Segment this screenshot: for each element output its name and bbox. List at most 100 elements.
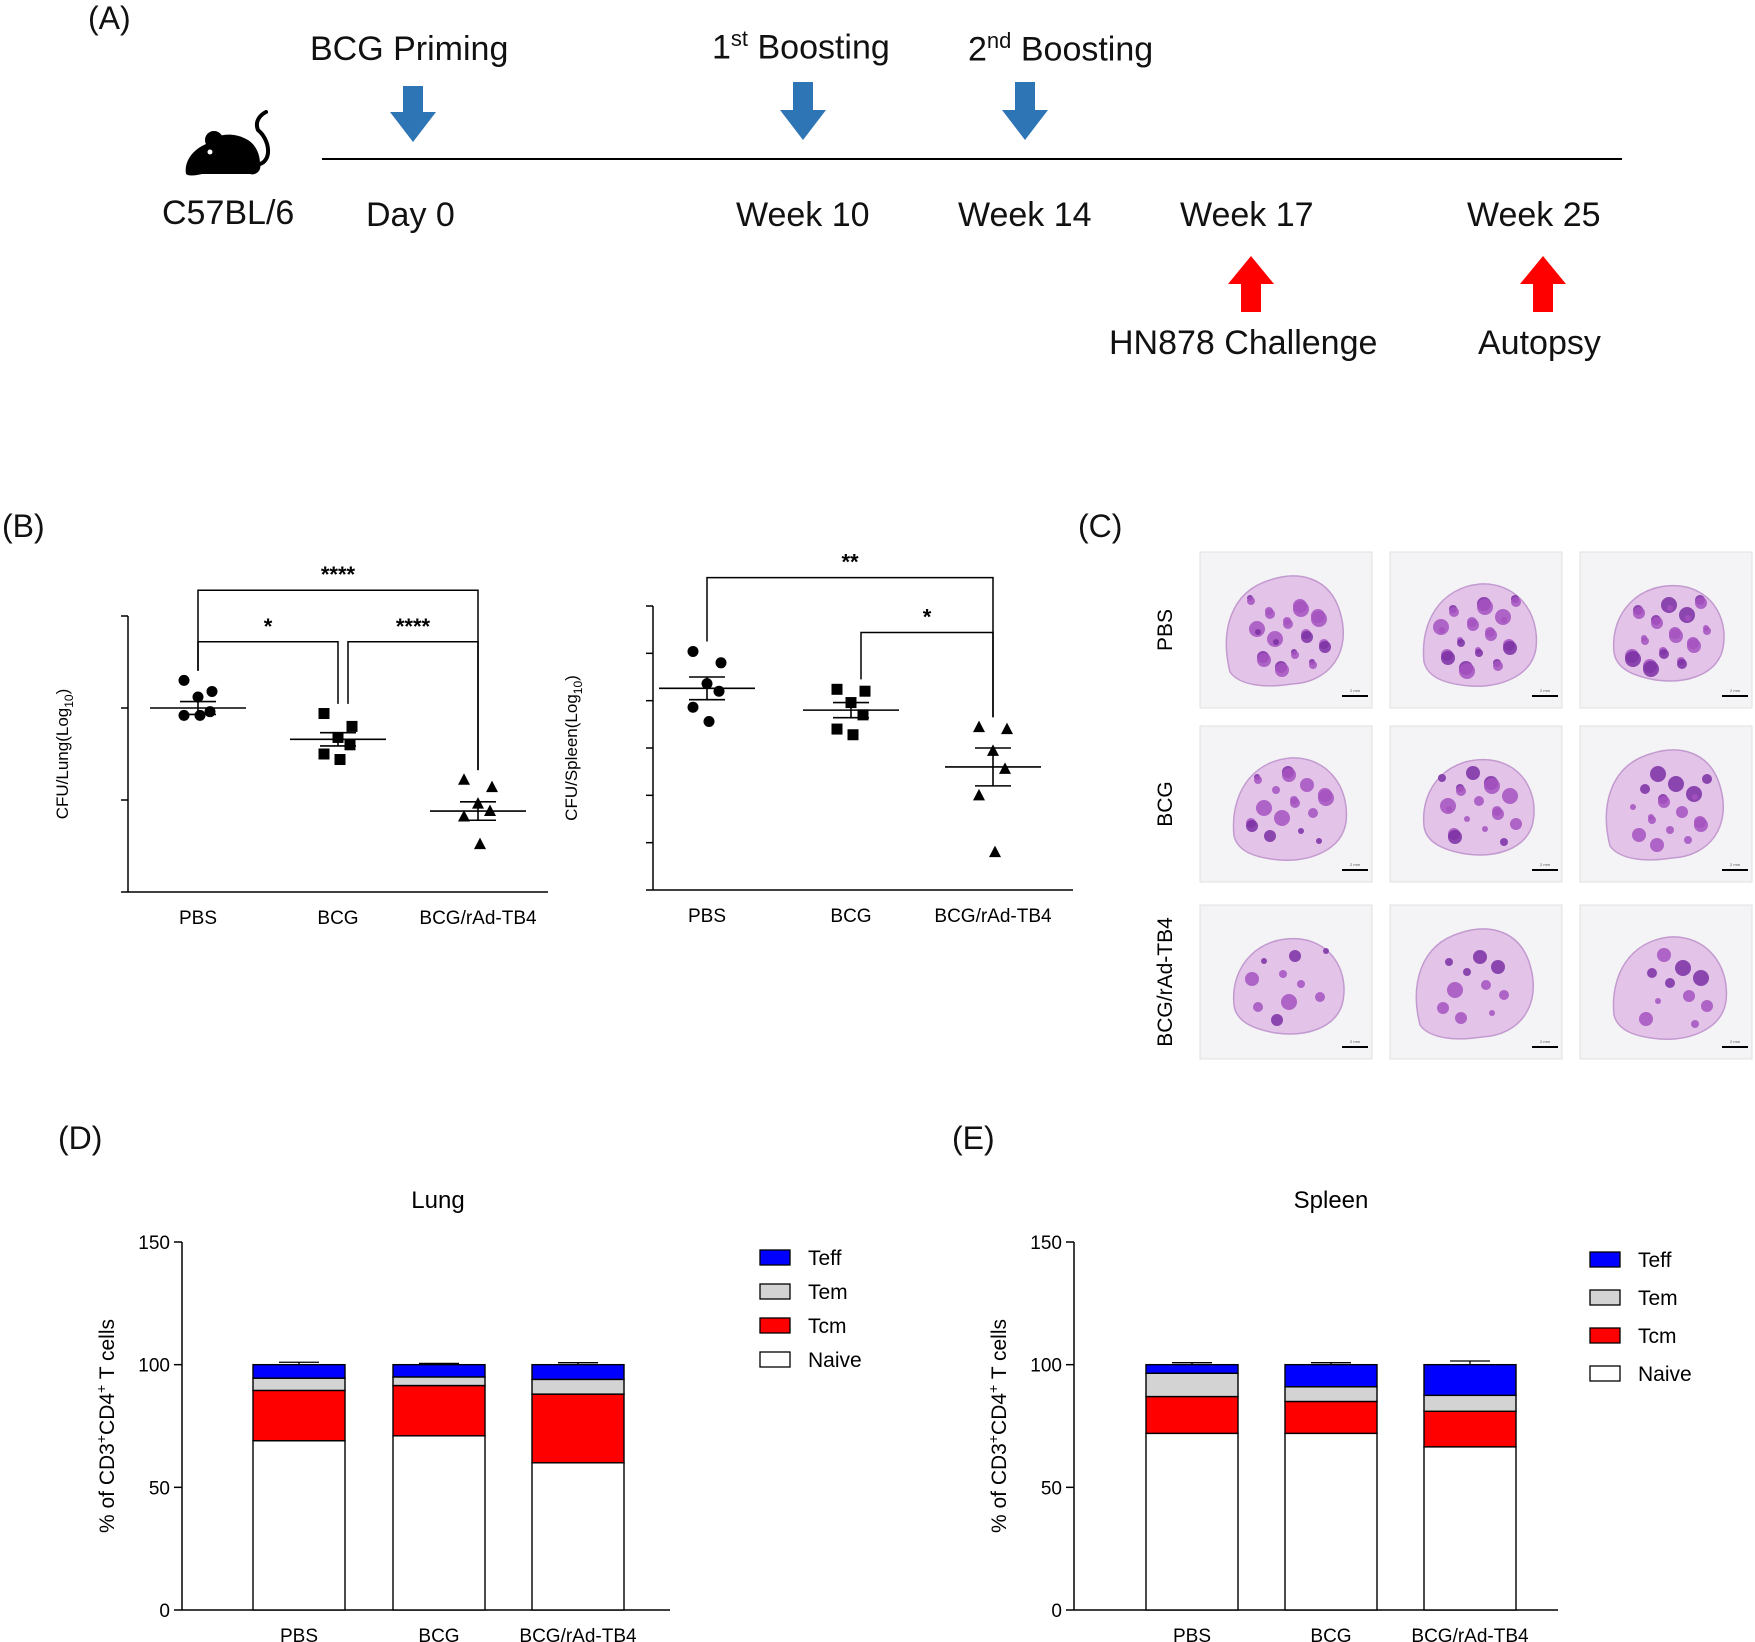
lesion — [1667, 605, 1673, 611]
data-point — [318, 708, 330, 720]
lesion — [1503, 641, 1517, 655]
legend-label-tcm: Tcm — [1638, 1325, 1677, 1348]
x-tick-label: BCG/rAd-TB4 — [934, 906, 1052, 927]
lesion — [1297, 980, 1305, 988]
bar-segment-tem — [1284, 1386, 1378, 1403]
y-axis-label: % of CD3+CD4+ T cells — [93, 1319, 119, 1533]
data-point — [194, 709, 206, 721]
scale-bar-label: 2 mm — [1540, 688, 1551, 693]
histology-grid: PBS 2 mm 2 mm 2 mm BCG 2 mm 2 mm 2 mm BCG/rAd-TB… — [1154, 551, 1753, 1060]
chart-title: Spleen — [1294, 1187, 1369, 1214]
lesion — [1300, 778, 1314, 792]
lesion — [1475, 649, 1483, 657]
lesion — [1256, 800, 1272, 816]
legend-swatch-tem — [759, 1283, 791, 1300]
lesion — [1318, 790, 1334, 806]
spleen-subset-chart: Spleen 0 50 100 150 % of CD3+CD4+ T cells PBS B… — [985, 1187, 1692, 1642]
lesion — [1319, 641, 1331, 653]
lesion — [1484, 778, 1500, 794]
scale-bar-label: 2 mm — [1540, 862, 1551, 867]
lesion — [1501, 617, 1507, 623]
lesion — [1441, 651, 1455, 665]
lesion — [1437, 1002, 1449, 1014]
lung-subset-chart: Lung 0 50 100 150 % of CD3+CD4+ T cells PBS BCG… — [93, 1187, 862, 1642]
mouse-icon — [180, 110, 285, 185]
lesion — [1433, 619, 1449, 635]
lesion — [1677, 659, 1687, 669]
time-week25: Week 25 — [1467, 196, 1601, 234]
data-point — [178, 709, 190, 721]
lesion — [1267, 631, 1283, 647]
lung-section-image: 2 mm — [1579, 725, 1753, 883]
data-point — [458, 810, 470, 822]
legend-swatch-naive — [1589, 1365, 1621, 1382]
y-tick-label: 50 — [149, 1478, 170, 1499]
lesion — [1643, 661, 1659, 677]
lesion — [1448, 830, 1462, 844]
lesion — [1456, 786, 1466, 796]
lesion — [1289, 950, 1301, 962]
legend-swatch-tem — [1589, 1289, 1621, 1306]
legend-label-teff: Teff — [808, 1247, 842, 1270]
data-point — [192, 691, 204, 703]
lesion — [1511, 597, 1521, 607]
lesion — [1658, 796, 1670, 808]
event-second-boosting: 2nd Boosting — [968, 28, 1154, 69]
significance-label: * — [264, 614, 273, 639]
lesion — [1254, 776, 1262, 784]
lesion — [1245, 972, 1259, 986]
lesion — [1650, 838, 1664, 852]
mouse-strain-label: C57BL/6 — [162, 194, 295, 232]
data-point — [703, 715, 715, 727]
lesion — [1695, 597, 1707, 609]
lesion — [1474, 796, 1484, 806]
data-point — [346, 720, 358, 732]
y-tick-label: 100 — [1030, 1356, 1062, 1377]
lesion — [1630, 804, 1636, 810]
y-tick-label: 150 — [138, 1233, 170, 1254]
bar-segment-teff — [1284, 1363, 1378, 1388]
bar-segment-tcm — [531, 1393, 625, 1464]
time-week14: Week 14 — [958, 196, 1092, 234]
lesion — [1692, 794, 1698, 800]
legend-swatch-tcm — [759, 1317, 791, 1334]
lung-section-image: 2 mm — [1199, 904, 1373, 1060]
up-arrow-week17 — [1228, 256, 1274, 312]
lesion — [1694, 818, 1708, 832]
legend-label-tcm: Tcm — [808, 1315, 847, 1338]
lesion — [1464, 816, 1470, 822]
scale-bar-label: 2 mm — [1350, 1039, 1361, 1044]
lesion — [1255, 629, 1261, 635]
data-point — [847, 729, 859, 741]
x-tick-label: BCG — [418, 1626, 459, 1642]
y-axis-label: CFU/Lung(Log10) — [53, 689, 76, 820]
lesion — [1446, 806, 1452, 812]
bar-segment-teff — [252, 1363, 346, 1379]
lesion — [1493, 661, 1503, 671]
chart-title: Lung — [411, 1187, 464, 1214]
lesion — [1491, 960, 1505, 974]
data-point — [687, 701, 699, 713]
data-point — [1001, 722, 1013, 735]
x-tick-label: BCG — [830, 906, 871, 927]
data-point — [486, 780, 498, 793]
lesion — [1666, 826, 1674, 834]
histology-row-label: BCG — [1154, 781, 1177, 827]
event-hn878-challenge: HN878 Challenge — [1109, 324, 1378, 362]
lesion — [1301, 631, 1313, 643]
lung-section-image: 2 mm — [1579, 551, 1753, 709]
lesion — [1481, 980, 1491, 990]
lesion — [1641, 637, 1649, 645]
lesion — [1315, 992, 1325, 1002]
legend-label-naive: Naive — [808, 1349, 862, 1372]
bar-segment-teff — [1423, 1363, 1517, 1397]
lesion — [1309, 661, 1317, 669]
significance-label: ** — [841, 550, 859, 575]
x-tick-label: BCG/rAd-TB4 — [519, 1626, 637, 1642]
down-arrow-week10 — [780, 82, 826, 140]
panel-label-d: (D) — [58, 1120, 103, 1156]
lesion — [1291, 651, 1299, 659]
lesion — [1485, 629, 1497, 641]
lesion — [1455, 1012, 1467, 1024]
lesion — [1279, 970, 1287, 978]
